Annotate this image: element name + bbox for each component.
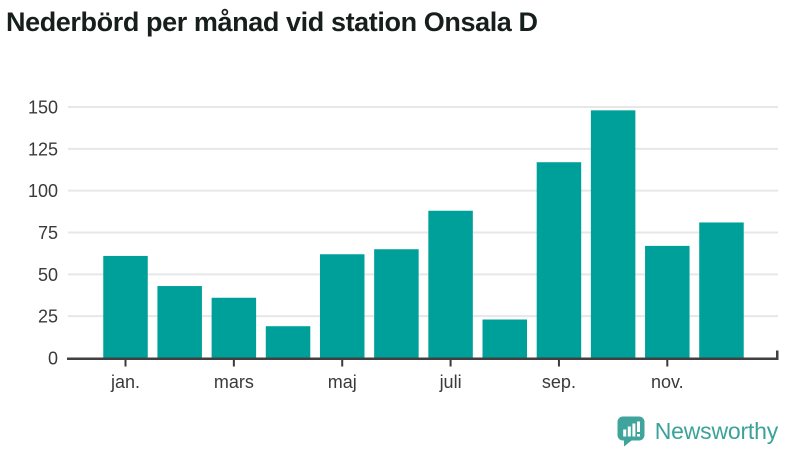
- y-axis-tick-label: 100: [28, 181, 58, 201]
- y-axis-tick-label: 50: [38, 265, 58, 285]
- bar-month-9: [536, 162, 582, 358]
- bar-month-2: [157, 286, 202, 358]
- x-axis-tick-label: nov.: [651, 372, 684, 392]
- y-axis-tick-label: 125: [28, 139, 58, 159]
- y-axis-tick-label: 25: [38, 307, 58, 327]
- bar-month-8: [482, 319, 528, 358]
- x-axis-tick-label: mars: [214, 372, 254, 392]
- bar-month-12: [699, 222, 744, 358]
- newsworthy-brand-link[interactable]: Newsworthy: [616, 415, 778, 447]
- x-axis-tick-label: maj: [328, 372, 357, 392]
- bar-month-5: [319, 254, 365, 358]
- bar-month-1: [103, 255, 148, 358]
- bar-month-10: [590, 110, 636, 358]
- bar-chart-speech-bubble-icon: [617, 416, 645, 447]
- y-axis-tick-label: 75: [38, 223, 58, 243]
- x-axis-tick-label: sep.: [542, 372, 576, 392]
- y-axis-tick-label: 0: [48, 349, 58, 369]
- x-axis-tick-label: jan.: [110, 372, 140, 392]
- chart-title: Nederbörd per månad vid station Onsala D: [6, 7, 538, 37]
- bar-month-4: [265, 326, 311, 358]
- bar-month-3: [211, 297, 257, 358]
- y-axis-tick-label: 150: [28, 98, 58, 118]
- bar-month-11: [645, 245, 690, 358]
- x-axis-tick-label: juli: [439, 372, 462, 392]
- bar-month-6: [374, 249, 419, 358]
- newsworthy-brand-label: Newsworthy: [654, 417, 778, 444]
- bar-month-7: [428, 210, 473, 358]
